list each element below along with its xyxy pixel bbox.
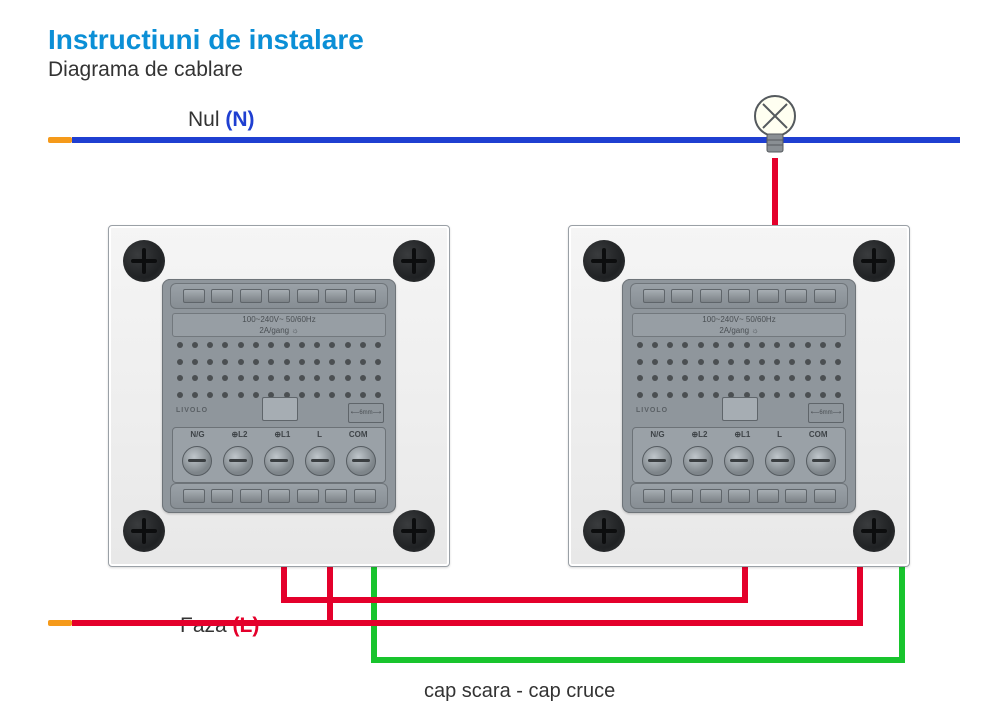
traveler-green-horizontal <box>371 657 905 663</box>
vent-grid-icon <box>634 339 844 401</box>
rating-line-1: 100~240V~ 50/60Hz <box>633 314 845 325</box>
terminal-label: N/G <box>190 430 204 439</box>
terminal-label: ⊕L1 <box>274 430 290 439</box>
terminal-screw-icon[interactable] <box>264 446 294 476</box>
rating-line-2: 2A/gang ☼ <box>173 325 385 336</box>
terminal-labels: N/G ⊕L2 ⊕L1 L COM <box>177 430 381 439</box>
terminal-screws <box>177 444 381 478</box>
traveler-red-horizontal <box>281 597 745 603</box>
module-brand: LIVOLO <box>176 407 208 414</box>
module-rating: 100~240V~ 50/60Hz 2A/gang ☼ <box>632 313 846 337</box>
phase-wire-horizontal <box>72 620 863 626</box>
terminal-row: N/G ⊕L2 ⊕L1 L COM <box>632 427 846 483</box>
screw-icon <box>583 510 625 552</box>
switch-module: 100~240V~ 50/60Hz 2A/gang ☼ LIVOLO ⟵6mm⟶… <box>162 279 396 513</box>
terminal-label: L <box>777 430 782 439</box>
bottom-caption: cap scara - cap cruce <box>424 680 615 703</box>
terminal-label: ⊕L2 <box>231 430 247 439</box>
terminal-screws <box>637 444 841 478</box>
screw-icon <box>393 240 435 282</box>
screw-icon <box>123 510 165 552</box>
neutral-wire <box>72 137 960 143</box>
module-brand: LIVOLO <box>636 407 668 414</box>
screw-icon <box>853 240 895 282</box>
bulb-icon <box>753 92 797 158</box>
terminal-label: COM <box>809 430 828 439</box>
terminal-screw-icon[interactable] <box>223 446 253 476</box>
phase-label: Faza (L) <box>180 614 259 638</box>
neutral-label-text: Nul <box>188 108 225 131</box>
module-rating: 100~240V~ 50/60Hz 2A/gang ☼ <box>172 313 386 337</box>
terminal-screw-icon[interactable] <box>642 446 672 476</box>
wire-gauge-hint: ⟵6mm⟶ <box>808 403 844 423</box>
terminal-label: ⊕L1 <box>734 430 750 439</box>
neutral-wire-stub-icon <box>48 137 72 143</box>
terminal-label: L <box>317 430 322 439</box>
module-button[interactable] <box>722 397 758 421</box>
terminal-label: COM <box>349 430 368 439</box>
clip-row-bottom <box>170 483 388 509</box>
terminal-label: N/G <box>650 430 664 439</box>
neutral-label: Nul (N) <box>188 108 255 132</box>
screw-icon <box>393 510 435 552</box>
switch-module: 100~240V~ 50/60Hz 2A/gang ☼ LIVOLO ⟵6mm⟶… <box>622 279 856 513</box>
terminal-screw-icon[interactable] <box>683 446 713 476</box>
terminal-label: ⊕L2 <box>691 430 707 439</box>
clip-row-top <box>170 283 388 309</box>
switch-left: 100~240V~ 50/60Hz 2A/gang ☼ LIVOLO ⟵6mm⟶… <box>108 225 450 567</box>
module-button[interactable] <box>262 397 298 421</box>
clip-row-top <box>630 283 848 309</box>
screw-icon <box>853 510 895 552</box>
terminal-screw-icon[interactable] <box>182 446 212 476</box>
terminal-screw-icon[interactable] <box>305 446 335 476</box>
rating-line-1: 100~240V~ 50/60Hz <box>173 314 385 325</box>
terminal-screw-icon[interactable] <box>765 446 795 476</box>
clip-row-bottom <box>630 483 848 509</box>
screw-icon <box>583 240 625 282</box>
terminal-labels: N/G ⊕L2 ⊕L1 L COM <box>637 430 841 439</box>
switch-right: 100~240V~ 50/60Hz 2A/gang ☼ LIVOLO ⟵6mm⟶… <box>568 225 910 567</box>
rating-line-2: 2A/gang ☼ <box>633 325 845 336</box>
screw-icon <box>123 240 165 282</box>
page-subtitle: Diagrama de cablare <box>48 58 243 82</box>
terminal-screw-icon[interactable] <box>346 446 376 476</box>
vent-grid-icon <box>174 339 384 401</box>
terminal-screw-icon[interactable] <box>724 446 754 476</box>
terminal-screw-icon[interactable] <box>806 446 836 476</box>
page-title: Instructiuni de instalare <box>48 24 364 56</box>
terminal-row: N/G ⊕L2 ⊕L1 L COM <box>172 427 386 483</box>
phase-wire-stub-icon <box>48 620 72 626</box>
neutral-label-bold: (N) <box>225 108 254 131</box>
wire-gauge-hint: ⟵6mm⟶ <box>348 403 384 423</box>
